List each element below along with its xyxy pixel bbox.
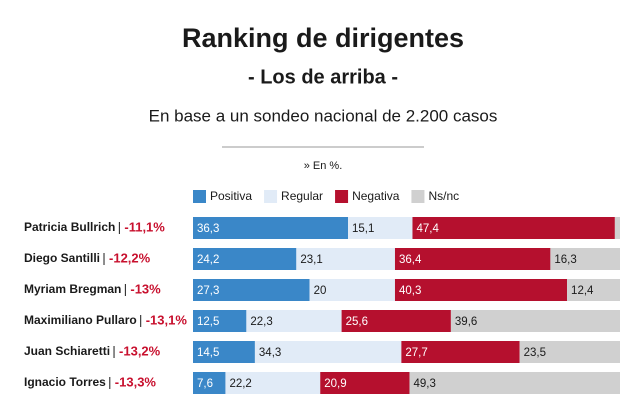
category-label: Ignacio Torres: [24, 375, 106, 389]
bar-segment: [193, 217, 349, 239]
category-note: -13,1%: [146, 312, 188, 327]
value-label: 20: [314, 285, 327, 297]
category-note: -11,1%: [124, 219, 165, 234]
chart-title: Ranking de dirigentes: [182, 23, 464, 53]
chart-note: » En %.: [304, 160, 343, 172]
bar-segment: [401, 341, 520, 363]
value-label: 49,3: [413, 378, 435, 390]
value-label: 12,4: [571, 285, 594, 297]
category-label: Patricia Bullrich: [24, 220, 115, 234]
value-label: 36,4: [399, 254, 422, 266]
value-label: 25,6: [346, 316, 368, 328]
bar-segment: [348, 217, 413, 239]
bar-segment: [412, 217, 615, 239]
value-label: 15,1: [352, 223, 374, 235]
value-label: 40,3: [399, 285, 421, 297]
value-label: 23,1: [300, 254, 322, 266]
category-note: -13,2%: [119, 343, 161, 358]
bar-segment: [409, 372, 620, 394]
legend-label: Regular: [281, 189, 323, 203]
legend-swatch: [335, 190, 349, 203]
category-label: Maximiliano Pullaro: [24, 313, 137, 327]
value-label: 34,3: [259, 347, 281, 359]
category-label: Myriam Bregman: [24, 282, 121, 296]
bar-segment: [320, 372, 410, 394]
bar-segment: [341, 310, 451, 332]
category-note: -13%: [130, 281, 161, 296]
category-label: Diego Santilli: [24, 251, 100, 265]
category-note: -12,2%: [109, 250, 151, 265]
value-label: 47,4: [416, 223, 439, 235]
bar-segment: [193, 248, 297, 270]
chart-subtitle: - Los de arriba -: [248, 66, 398, 88]
value-label: 39,6: [455, 316, 477, 328]
bar-segment: [450, 310, 620, 332]
value-label: 27,3: [197, 285, 219, 297]
bar-segment: [193, 310, 247, 332]
category-label: Juan Schiaretti: [24, 344, 110, 358]
value-label: 14,5: [197, 347, 219, 359]
value-label: 22,2: [229, 378, 251, 390]
bar-segment: [519, 341, 620, 363]
legend-label: Ns/nc: [428, 189, 459, 203]
value-label: 27,7: [405, 347, 427, 359]
legend-label: Positiva: [210, 189, 252, 203]
value-label: 36,3: [197, 223, 219, 235]
bar-segment: [550, 248, 620, 270]
value-label: 22,3: [250, 316, 272, 328]
bar-segment: [246, 310, 342, 332]
legend-swatch: [193, 190, 206, 203]
value-label: 24,2: [197, 254, 219, 266]
bar-segment: [193, 341, 255, 363]
bar-segment: [225, 372, 321, 394]
value-label: 23,5: [524, 347, 546, 359]
legend-swatch: [411, 190, 425, 203]
bar-segment: [394, 248, 551, 270]
category-note: -13,3%: [115, 374, 157, 389]
bar-segment: [394, 279, 568, 301]
bar-segment: [193, 372, 226, 394]
bar-segment: [193, 279, 310, 301]
bar-segment: [254, 341, 402, 363]
value-label: 16,3: [554, 254, 576, 266]
bar-segment: [567, 279, 620, 301]
bar-segment: [296, 248, 395, 270]
chart-description: En base a un sondeo nacional de 2.200 ca…: [149, 106, 498, 125]
value-label: 7,6: [197, 378, 213, 390]
bar-segment: [614, 217, 620, 239]
legend-swatch: [264, 190, 278, 203]
value-label: 12,5: [197, 316, 219, 328]
legend-label: Negativa: [352, 189, 400, 203]
bar-segment: [309, 279, 395, 301]
value-label: 20,9: [324, 378, 346, 390]
